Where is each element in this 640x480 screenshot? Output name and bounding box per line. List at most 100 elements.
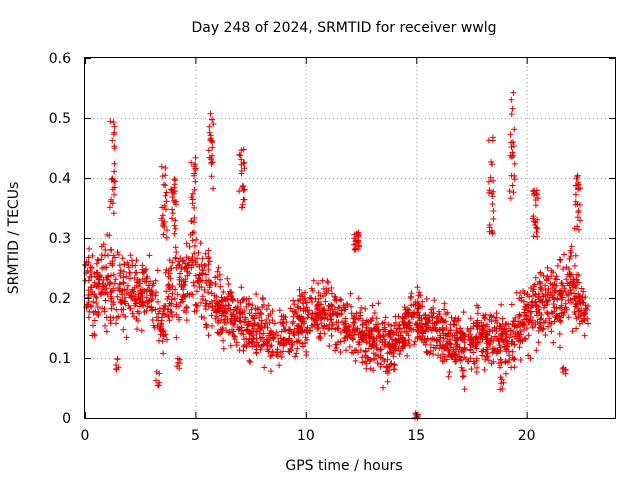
data-point [410, 326, 417, 333]
data-point [531, 192, 537, 199]
data-point [169, 210, 176, 217]
data-point [365, 354, 372, 361]
data-point [286, 349, 293, 355]
data-point [482, 356, 489, 363]
data-point [530, 283, 537, 290]
data-point [300, 299, 306, 306]
data-point [508, 301, 515, 308]
data-point [580, 312, 587, 319]
data-point [98, 256, 105, 263]
data-point [565, 314, 572, 321]
data-point [367, 335, 374, 342]
data-point [567, 287, 574, 294]
data-point [276, 307, 283, 314]
data-point [558, 296, 565, 303]
data-point [544, 309, 550, 316]
data-point [159, 212, 166, 219]
data-point [429, 314, 436, 321]
data-point [291, 332, 298, 339]
data-point [155, 298, 161, 305]
data-point [236, 188, 243, 195]
data-point [497, 364, 504, 371]
data-point [504, 341, 511, 348]
data-point [385, 321, 392, 328]
data-point [199, 255, 206, 262]
data-point [192, 272, 199, 279]
data-point [451, 318, 458, 325]
data-point [159, 217, 165, 224]
data-point [148, 304, 155, 311]
data-point [182, 264, 189, 271]
data-point [567, 273, 574, 280]
data-point [235, 326, 242, 333]
data-point [472, 336, 479, 343]
data-point [391, 366, 398, 373]
data-point [523, 312, 530, 319]
data-point [444, 309, 451, 316]
data-point [238, 167, 245, 174]
data-point [563, 276, 570, 283]
data-point [517, 312, 524, 319]
data-point [176, 356, 183, 363]
data-point [241, 319, 248, 326]
plot-frame [84, 57, 616, 419]
data-point [265, 348, 272, 355]
data-point [577, 217, 584, 224]
data-point [191, 163, 198, 170]
data-point [217, 326, 224, 333]
data-point [533, 229, 540, 236]
data-point [190, 262, 197, 269]
data-point [574, 172, 581, 179]
data-point [191, 250, 198, 257]
data-point [442, 332, 449, 339]
data-point [499, 321, 506, 328]
data-point [254, 321, 261, 328]
data-point [306, 307, 313, 314]
data-point [470, 320, 477, 327]
data-point [534, 233, 541, 240]
data-point [258, 317, 265, 324]
data-point [326, 303, 333, 310]
data-point [428, 336, 434, 343]
data-point [108, 305, 115, 312]
data-point [243, 327, 250, 334]
data-point [532, 274, 539, 281]
data-point [342, 318, 349, 325]
data-point [173, 334, 180, 341]
data-point [370, 367, 377, 374]
data-point [287, 326, 293, 333]
data-point [253, 291, 260, 298]
data-point [508, 111, 515, 118]
data-point [584, 315, 591, 322]
data-point [445, 330, 452, 337]
data-point [487, 312, 494, 319]
data-point [439, 316, 446, 323]
data-point [425, 326, 432, 333]
data-point [522, 336, 529, 343]
data-point [267, 353, 274, 360]
data-point [508, 144, 515, 150]
data-point [191, 242, 198, 249]
data-point [387, 334, 394, 340]
data-point [434, 342, 441, 349]
data-point [571, 290, 578, 297]
data-point [515, 318, 522, 325]
data-point [324, 278, 331, 285]
data-point [209, 323, 215, 329]
data-point [124, 287, 131, 293]
data-point [461, 339, 468, 346]
data-point [532, 202, 539, 209]
data-point [208, 137, 215, 144]
data-point [228, 312, 235, 318]
data-point [476, 322, 483, 329]
data-point [404, 352, 411, 359]
data-point [211, 292, 218, 299]
data-point [164, 296, 171, 302]
data-point [553, 276, 560, 283]
data-point [309, 310, 316, 317]
data-point [419, 336, 426, 343]
data-point [375, 353, 382, 359]
data-point [185, 255, 192, 262]
data-point [435, 308, 442, 315]
data-point [333, 345, 340, 351]
